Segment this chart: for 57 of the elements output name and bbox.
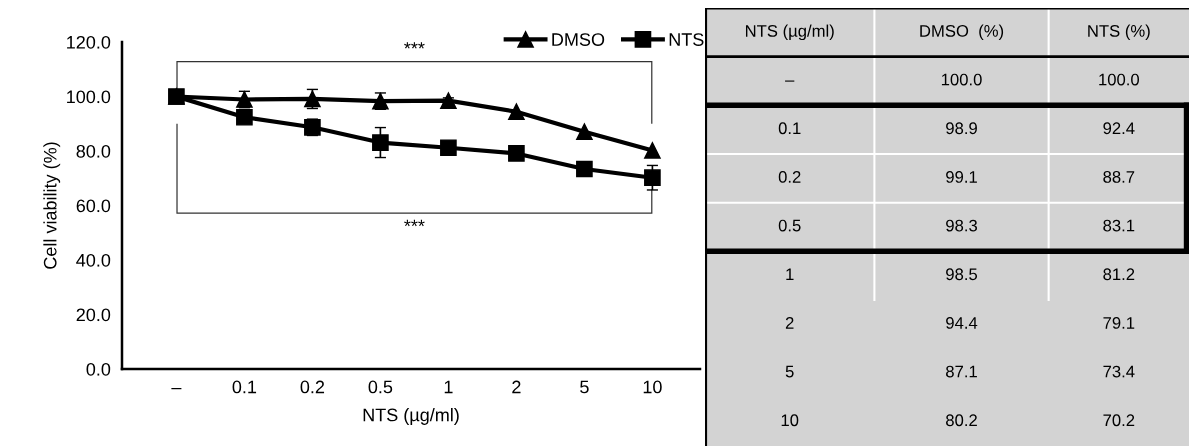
annotation: *** [404,42,425,49]
data-label: 81.2 [1103,268,1135,281]
category-label: 0.1 [778,122,801,135]
data-label: 99.1 [946,171,977,183]
y-tick-label: 80.0 [76,144,111,158]
point [236,108,253,126]
x-tick-label: 10 [643,380,662,394]
data-label: 80.2 [946,414,977,427]
data-label: 83.1 [1103,219,1135,232]
data-label: 70.2 [1103,414,1135,427]
category-label: 1 [786,268,794,280]
y-tick-label: 100.0 [67,90,111,104]
point [508,145,525,162]
y-tick-label: 40.0 [76,253,111,267]
y-tick-label: 60.0 [76,199,111,213]
text: NTS (µg/ml) [745,24,834,41]
y-tick-label: 120.0 [67,35,111,49]
category-label: 0.2 [778,171,801,183]
category-label: – [785,80,795,82]
point [440,92,457,109]
point [508,103,525,121]
data-label: 100.0 [941,73,982,86]
data-label: 88.7 [1103,171,1135,183]
x-tick-label: 0.1 [232,380,257,394]
x-tick-label: 0.2 [300,380,325,394]
series-label: DMSO (%) [920,24,1004,41]
x-tick-label: 2 [512,380,521,394]
y-tick-label: 20.0 [76,308,111,322]
y-axis-title: Cell viability (%) [43,142,61,269]
point [440,139,457,157]
data-label: 92.4 [1103,122,1135,135]
data-label: 79.1 [1103,317,1135,329]
point [644,142,661,159]
category-label: 10 [781,414,799,427]
point [372,134,389,151]
y-tick-label: 0.0 [86,362,111,376]
data-label: 98.9 [946,122,977,135]
legend-label: DMSO [552,33,605,46]
data-label: 98.3 [946,219,978,232]
category-label: 0.5 [778,219,801,232]
data-label: 98.5 [946,268,978,281]
category-label: 5 [785,365,794,378]
data-label: 73.4 [1103,365,1135,378]
x-tick-label: 5 [580,380,589,394]
data-label: 100.0 [1099,73,1140,86]
point [576,160,593,178]
legend-label: NTS [669,33,704,46]
category-label: 2 [785,317,794,329]
x-tick-label: 0.5 [368,380,393,394]
point [644,169,661,187]
data-label: 94.4 [946,317,978,329]
annotation: *** [404,219,425,227]
x-tick-label: 1 [444,380,453,394]
point [576,123,593,140]
data-label: 87.1 [946,365,977,378]
text: NTS (%) [1088,24,1150,41]
x-axis-title: NTS (µg/ml) [363,408,459,425]
